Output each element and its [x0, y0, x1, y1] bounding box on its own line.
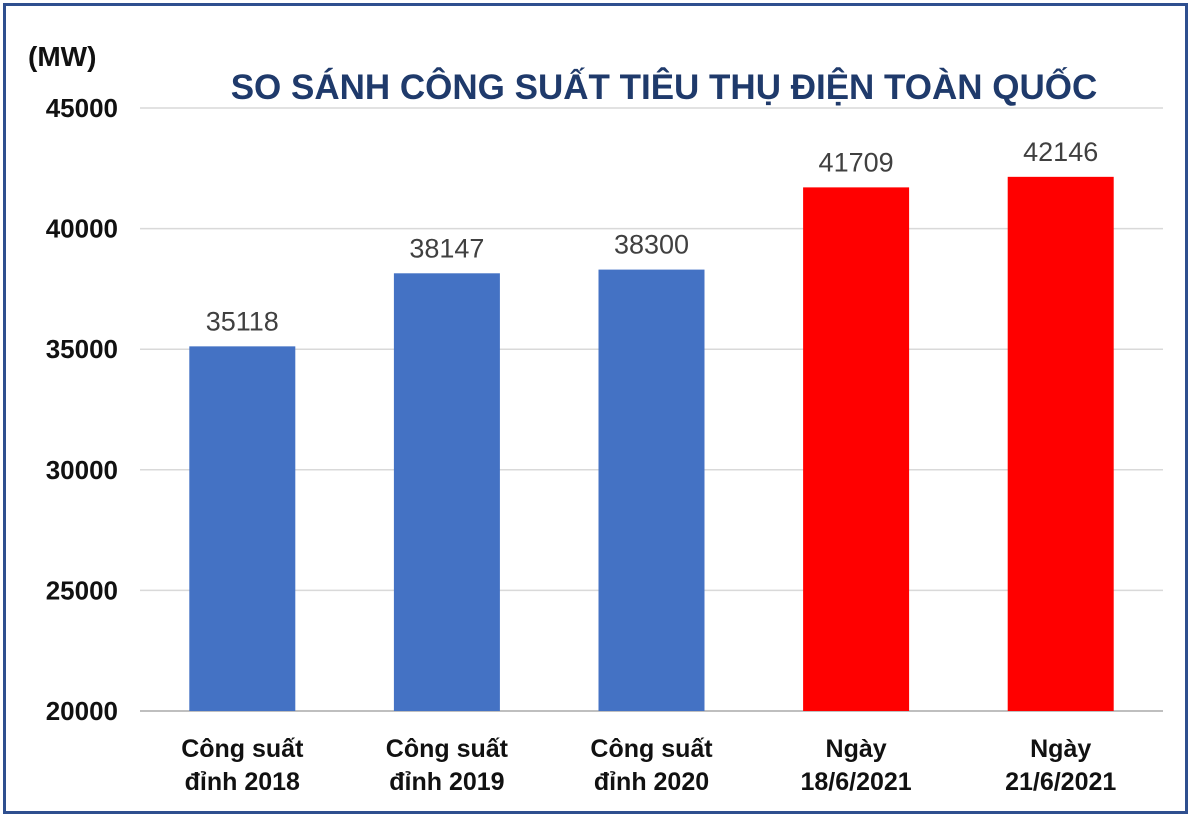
y-tick-label: 45000 [46, 93, 118, 123]
x-category-label: đỉnh 2019 [389, 768, 504, 796]
x-category-label: Ngày [1030, 735, 1091, 763]
y-axis-unit: (MW) [28, 41, 96, 72]
bar [189, 346, 296, 711]
data-label: 35118 [206, 306, 279, 336]
x-category-label: Công suất [181, 735, 304, 763]
y-tick-label: 40000 [46, 214, 118, 244]
y-tick-label: 35000 [46, 334, 118, 364]
data-labels: 35118 38147 38300 41709 42146 [206, 137, 1098, 337]
data-label: 38147 [409, 233, 484, 263]
x-category-label: 18/6/2021 [800, 768, 911, 796]
data-label: 42146 [1023, 137, 1098, 167]
bar [1007, 176, 1114, 711]
bar [393, 273, 500, 711]
y-tick-label: 20000 [46, 696, 118, 726]
gridlines [140, 107, 1163, 712]
bar [598, 269, 705, 711]
y-tick-label: 30000 [46, 455, 118, 485]
data-label: 41709 [819, 147, 894, 177]
y-axis-ticks: 20000 25000 30000 35000 40000 45000 [46, 93, 118, 726]
x-axis-categories: Công suất đỉnh 2018 Công suất đỉnh 2019 Công… [181, 735, 1116, 796]
x-category-label: 21/6/2021 [1005, 768, 1116, 796]
x-category-label: đỉnh 2018 [185, 768, 300, 796]
chart-title: SO SÁNH CÔNG SUẤT TIÊU THỤ ĐIỆN TOÀN QUỐ… [231, 67, 1098, 107]
x-category-label: Ngày [826, 735, 887, 763]
x-category-label: Công suất [386, 735, 509, 763]
bar [803, 187, 910, 712]
x-category-label: đỉnh 2020 [594, 768, 709, 796]
data-label: 38300 [614, 230, 689, 260]
x-category-label: Công suất [590, 735, 713, 763]
bars [189, 176, 1114, 712]
y-tick-label: 25000 [46, 575, 118, 605]
